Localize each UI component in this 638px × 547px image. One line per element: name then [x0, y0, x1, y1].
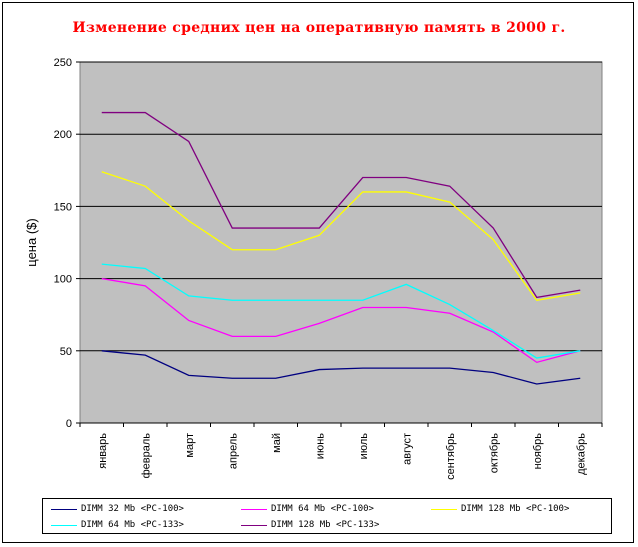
x-tick-label: август [401, 433, 413, 465]
chart-area: 0 50 100 150 200 250 январь февраль март апрель м… [24, 57, 603, 480]
legend-item: DIMM 128 Mb <PC-133> [241, 518, 379, 532]
x-tick-label: октябрь [488, 433, 500, 473]
legend-label: DIMM 64 Mb <PC-133> [81, 520, 184, 530]
legend-item: DIMM 32 Mb <PC-100> [51, 502, 184, 516]
legend-swatch [241, 524, 267, 526]
y-axis-ticks: 0 50 100 150 200 250 [54, 57, 80, 430]
y-tick-label: 200 [54, 129, 72, 141]
x-tick-label: апрель [227, 433, 239, 469]
x-tick-label: ноябрь [532, 433, 544, 470]
legend: DIMM 32 Mb <PC-100> DIMM 64 Mb <PC-100> DI… [42, 498, 612, 534]
series-line-3 [101, 263, 581, 359]
legend-label: DIMM 32 Mb <PC-100> [81, 504, 184, 514]
series-line-0 [101, 350, 581, 385]
legend-item: DIMM 64 Mb <PC-100> [241, 502, 374, 516]
x-tick-label: июнь [314, 433, 326, 459]
chart-title: Изменение средних цен на оперативную пам… [72, 20, 566, 36]
x-tick-label: декабрь [575, 433, 587, 475]
legend-item: DIMM 128 Mb <PC-100> [431, 502, 569, 516]
series-line-4 [101, 111, 581, 299]
x-tick-label: март [184, 433, 196, 458]
legend-label: DIMM 128 Mb <PC-133> [271, 520, 380, 530]
x-tick-label: февраль [140, 433, 152, 479]
series-lines [101, 111, 581, 385]
y-tick-label: 150 [54, 201, 72, 213]
x-tick-label: май [271, 433, 283, 453]
x-tick-label: январь [97, 433, 109, 469]
x-tick-label: сентябрь [445, 433, 457, 480]
x-tick-label: июль [358, 433, 370, 460]
legend-label: DIMM 64 Mb <PC-100> [271, 504, 374, 514]
series-line-1 [101, 277, 581, 364]
y-tick-label: 250 [54, 57, 72, 69]
plot-background [79, 61, 603, 424]
y-tick-label: 100 [54, 274, 72, 286]
legend-item: DIMM 64 Mb <PC-133> [51, 518, 184, 532]
y-tick-label: 0 [66, 418, 72, 430]
y-axis-label: цена ($) [24, 218, 39, 266]
series-line-2 [101, 171, 581, 301]
legend-swatch [51, 524, 77, 526]
y-tick-label: 50 [60, 346, 72, 358]
legend-swatch [431, 508, 457, 510]
legend-swatch [241, 508, 267, 510]
legend-swatch [51, 508, 77, 510]
legend-label: DIMM 128 Mb <PC-100> [461, 504, 570, 514]
x-axis-ticks: январь февраль март апрель май июнь июль август… [79, 423, 603, 480]
